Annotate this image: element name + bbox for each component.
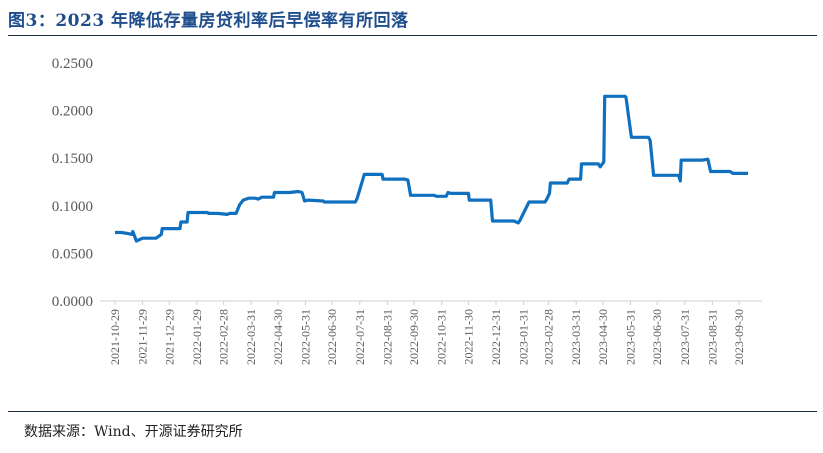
y-tick-label: 0.1000 xyxy=(52,199,93,215)
y-tick-label: 0.1500 xyxy=(52,151,93,167)
series-line xyxy=(115,94,748,243)
x-tick-label: 2021-11-29 xyxy=(136,309,150,365)
y-tick-label: 0.2000 xyxy=(52,104,93,120)
y-tick-label: 0.0500 xyxy=(52,246,93,262)
x-tick-label: 2022-01-29 xyxy=(190,309,204,365)
x-tick-label: 2022-11-30 xyxy=(461,309,475,365)
x-tick-label: 2022-07-31 xyxy=(353,309,367,365)
x-tick-label: 2023-04-30 xyxy=(596,309,610,365)
x-tick-label: 2022-03-31 xyxy=(244,309,258,365)
x-tick-label: 2022-10-31 xyxy=(435,309,449,365)
x-tick-label: 2023-02-28 xyxy=(542,309,556,365)
x-tick-label: 2021-10-29 xyxy=(108,309,122,365)
x-tick-label: 2023-01-31 xyxy=(517,309,531,365)
x-tick-label: 2023-06-30 xyxy=(650,309,664,365)
y-axis: 0.0000 0.0500 0.1000 0.1500 0.2000 0.2500 xyxy=(52,56,93,310)
x-tick-label: 2023-03-31 xyxy=(569,309,583,365)
x-tick-label: 2022-09-30 xyxy=(407,309,421,365)
y-tick-label: 0.0000 xyxy=(52,294,93,310)
x-tick-label: 2022-05-31 xyxy=(299,309,313,365)
x-tick-label: 2022-04-30 xyxy=(271,309,285,365)
x-axis: 2021-10-29 2021-11-29 2021-12-29 2022-01-29… xyxy=(108,301,746,365)
x-tick-label: 2022-02-28 xyxy=(217,309,231,365)
x-tick-label: 2022-08-31 xyxy=(380,309,394,365)
x-tick-label: 2022-06-30 xyxy=(325,309,339,365)
figure-title: 图3：2023 年降低存量房贷利率后早偿率有所回落 xyxy=(8,11,409,31)
source-note: 数据来源：Wind、开源证券研究所 xyxy=(24,424,243,440)
source-rule xyxy=(8,411,817,412)
title-rule xyxy=(8,35,817,36)
x-tick-label: 2023-05-31 xyxy=(623,309,637,365)
x-tick-label: 2023-07-31 xyxy=(678,309,692,365)
x-tick-label: 2023-08-31 xyxy=(705,309,719,365)
y-tick-label: 0.2500 xyxy=(52,56,93,72)
x-tick-label: 2023-09-30 xyxy=(732,309,746,365)
x-tick-label: 2021-12-29 xyxy=(162,309,176,365)
x-tick-label: 2022-12-31 xyxy=(489,309,503,365)
